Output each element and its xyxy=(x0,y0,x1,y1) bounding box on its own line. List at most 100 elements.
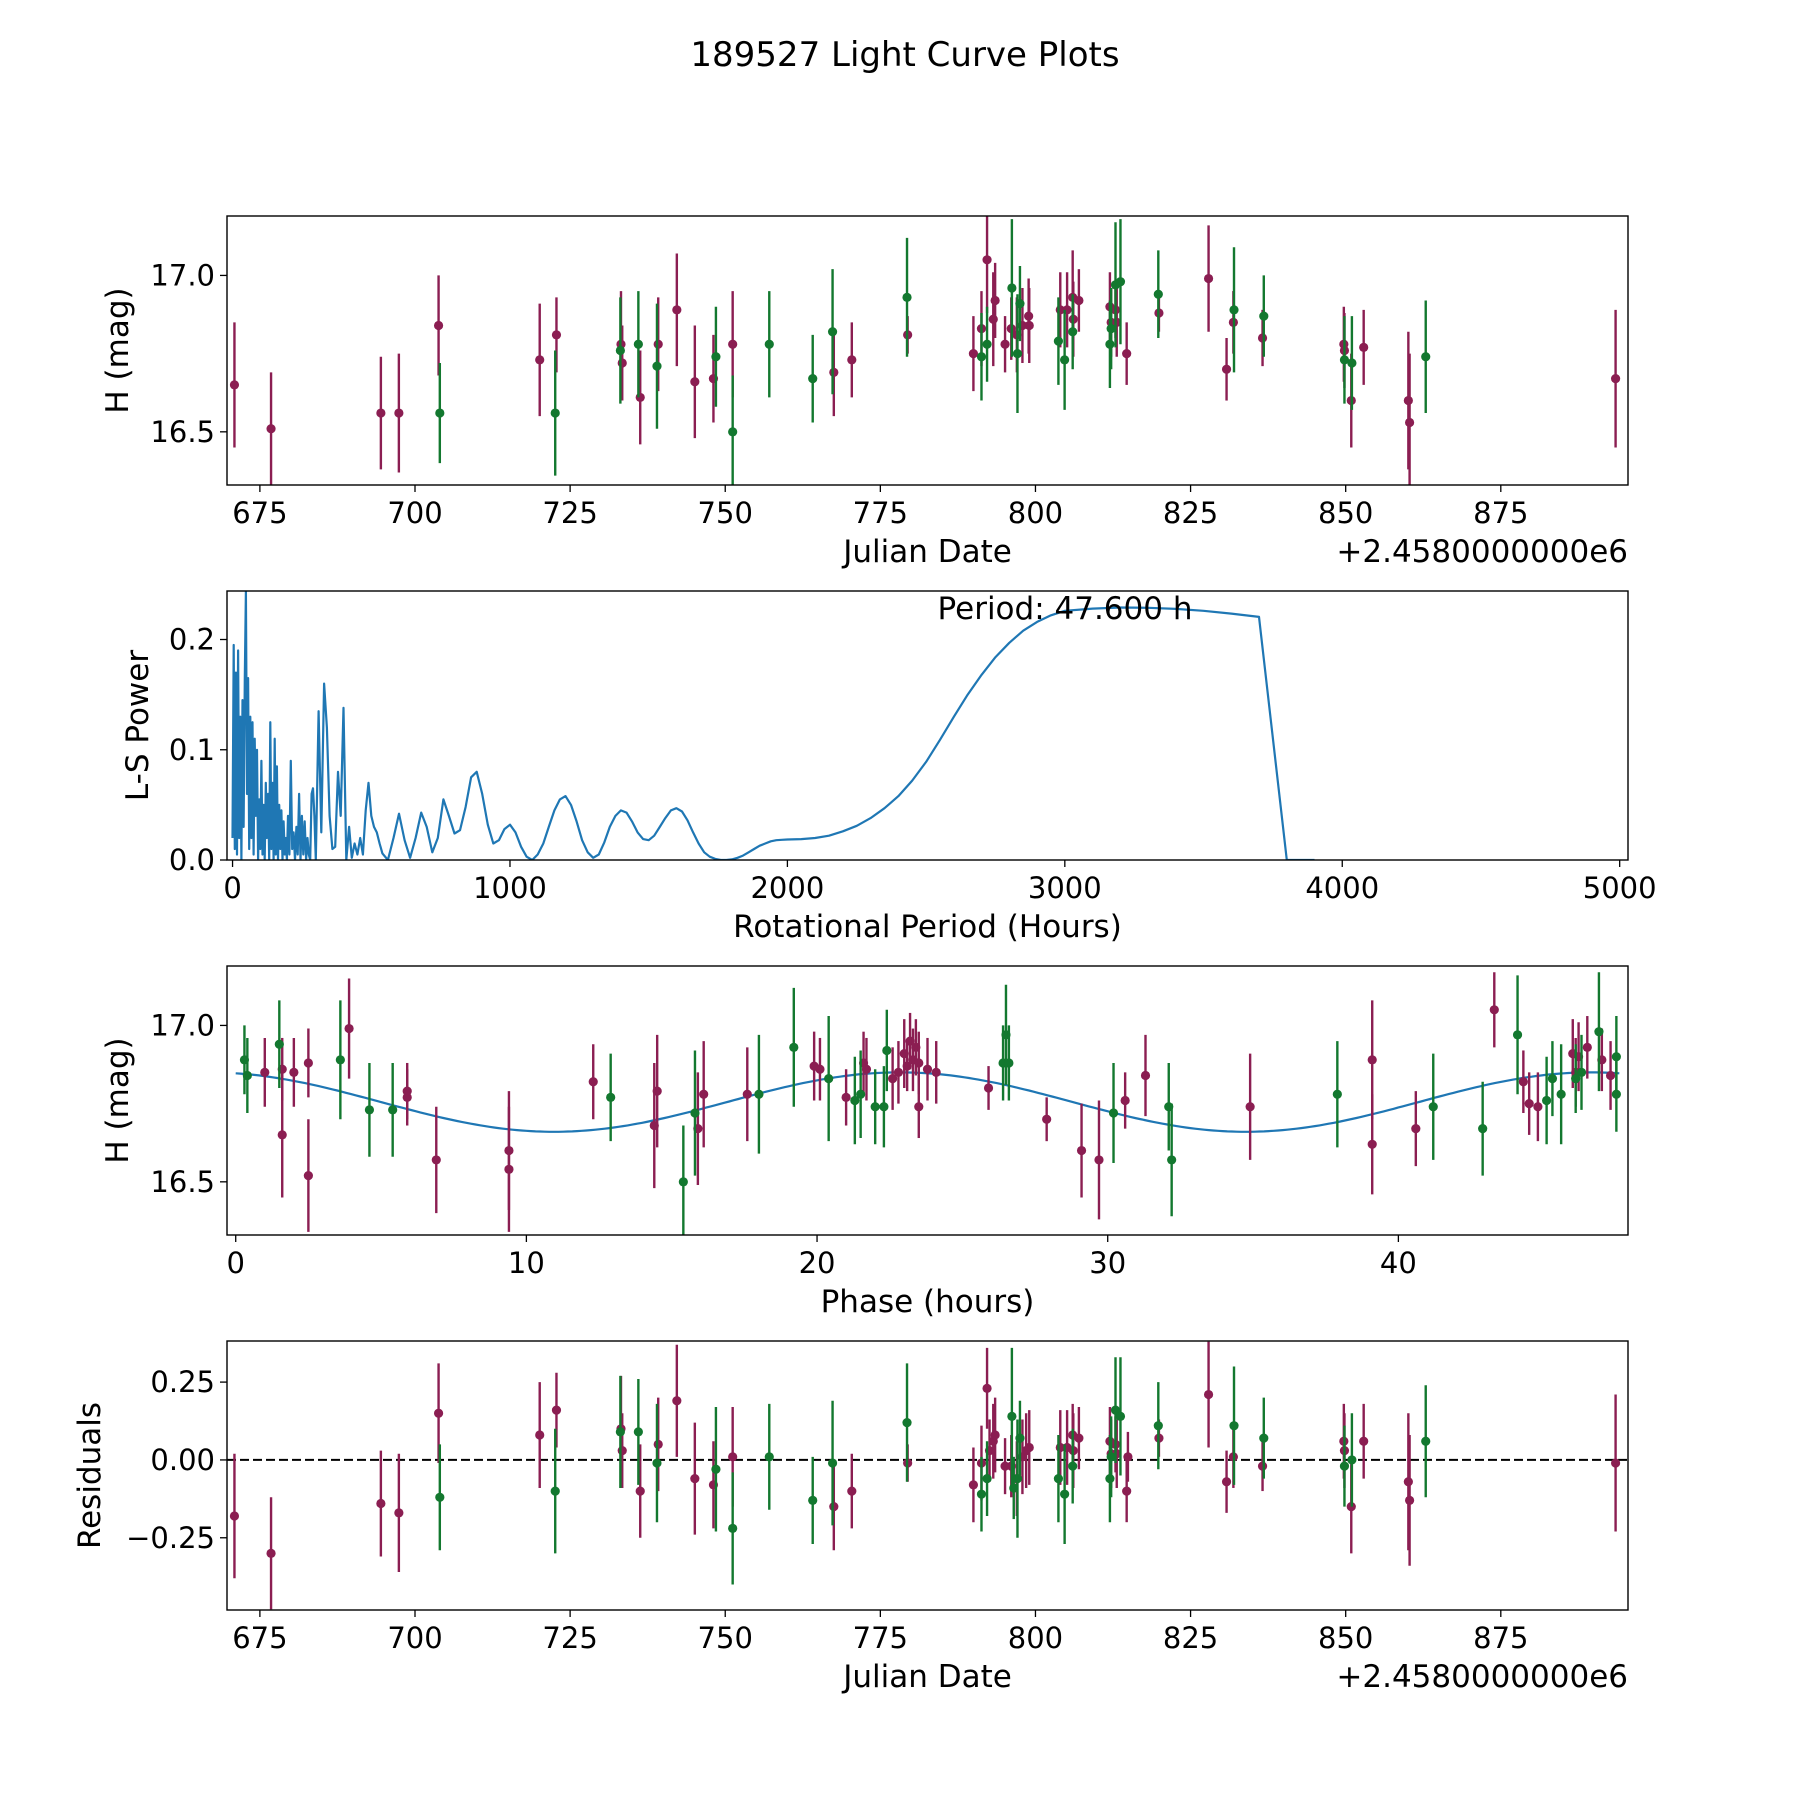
data-point xyxy=(1359,342,1369,352)
data-point xyxy=(847,355,857,365)
data-point xyxy=(1012,1474,1023,1484)
x-tick-label: 825 xyxy=(1163,496,1218,530)
x-axis-label: Julian Date xyxy=(841,534,1012,570)
x-tick-label: 700 xyxy=(387,496,442,530)
x-tick-label: 2000 xyxy=(750,871,824,905)
x-tick-label: 0 xyxy=(226,1246,244,1280)
x-tick-label: 850 xyxy=(1318,496,1373,530)
data-point xyxy=(1359,1436,1369,1446)
x-tick-label: 875 xyxy=(1473,1621,1528,1655)
data-point xyxy=(1053,1474,1064,1484)
data-point xyxy=(1115,277,1126,287)
data-point xyxy=(376,408,386,418)
plot-area xyxy=(229,216,1621,485)
period-annotation: Period: 47.600 h xyxy=(938,591,1193,627)
data-point xyxy=(1105,339,1115,349)
x-tick-label: 30 xyxy=(1089,1246,1126,1280)
data-point xyxy=(827,327,838,337)
plot-area xyxy=(231,591,1315,860)
data-point xyxy=(824,1074,834,1084)
data-point xyxy=(1611,1089,1621,1099)
data-point xyxy=(1411,1124,1421,1134)
data-point xyxy=(690,1474,700,1484)
data-point xyxy=(1024,1442,1034,1453)
data-point xyxy=(1108,1108,1119,1118)
x-tick-label: 800 xyxy=(1008,496,1063,530)
x-tick-label: 800 xyxy=(1008,1621,1063,1655)
x-tick-label: 0 xyxy=(223,871,241,905)
x-tick-label: 10 xyxy=(508,1246,545,1280)
data-point xyxy=(1009,1483,1019,1493)
y-axis-label: H (mag) xyxy=(100,287,136,413)
data-point xyxy=(1076,1145,1087,1156)
data-point xyxy=(902,292,912,302)
data-point xyxy=(394,1508,404,1518)
series-filter_a xyxy=(229,216,1621,485)
y-tick-label: 0.00 xyxy=(150,1443,215,1477)
x-axis-label: Julian Date xyxy=(841,1659,1012,1695)
series-filter_a xyxy=(260,972,1616,1232)
data-point xyxy=(1110,1405,1121,1415)
data-point xyxy=(829,367,839,377)
data-point xyxy=(1403,395,1413,406)
x-tick-label: 750 xyxy=(698,496,753,530)
data-point xyxy=(841,1092,851,1102)
x-tick-label: 700 xyxy=(387,1621,442,1655)
data-point xyxy=(789,1042,799,1052)
data-point xyxy=(435,1492,445,1502)
data-point xyxy=(653,339,663,349)
data-point xyxy=(1153,1421,1163,1431)
data-point xyxy=(1060,355,1070,365)
data-point xyxy=(1257,1461,1268,1471)
y-tick-label: 0.25 xyxy=(150,1365,215,1399)
data-point xyxy=(1518,1077,1528,1087)
series-filter_b xyxy=(435,219,1431,485)
data-point xyxy=(1094,1155,1104,1165)
data-point xyxy=(882,1045,892,1056)
data-point xyxy=(754,1089,764,1099)
data-point xyxy=(652,361,662,371)
figure-title: 189527 Light Curve Plots xyxy=(690,35,1119,75)
data-point xyxy=(764,339,774,349)
data-point xyxy=(615,345,625,356)
data-point xyxy=(827,1458,838,1468)
data-point xyxy=(402,1086,412,1096)
data-point xyxy=(1024,320,1034,331)
data-point xyxy=(982,1474,992,1484)
data-point xyxy=(1068,1461,1078,1471)
data-point xyxy=(433,320,444,331)
data-point xyxy=(289,1067,299,1077)
data-point xyxy=(1571,1074,1581,1084)
data-point xyxy=(1122,1486,1132,1496)
data-point xyxy=(861,1064,872,1074)
data-point xyxy=(1582,1042,1592,1052)
data-point xyxy=(914,1058,924,1068)
data-point xyxy=(551,330,562,340)
data-point xyxy=(1512,1030,1523,1040)
data-point xyxy=(829,1502,839,1512)
data-point xyxy=(870,1102,880,1112)
data-point xyxy=(617,358,627,368)
data-point xyxy=(1007,283,1017,293)
y-tick-label: −0.25 xyxy=(126,1521,215,1555)
data-point xyxy=(990,295,1000,306)
data-point xyxy=(344,1023,354,1034)
x-tick-label: 675 xyxy=(232,1621,287,1655)
data-point xyxy=(1367,1055,1377,1065)
data-point xyxy=(1012,349,1023,359)
series-filter_b xyxy=(435,1347,1431,1585)
data-point xyxy=(1007,1411,1017,1421)
data-point xyxy=(728,1523,738,1534)
data-point xyxy=(388,1105,398,1115)
y-tick-label: 17.0 xyxy=(150,1008,215,1042)
data-point xyxy=(1404,417,1415,428)
data-point xyxy=(1106,324,1116,334)
axes-frame xyxy=(226,590,1629,861)
data-point xyxy=(1421,352,1431,362)
data-point xyxy=(976,1489,987,1499)
x-tick-label: 725 xyxy=(542,496,597,530)
data-point xyxy=(850,1095,860,1106)
data-point xyxy=(1404,1495,1415,1506)
data-point xyxy=(1106,1452,1116,1462)
data-point xyxy=(1060,1489,1070,1499)
